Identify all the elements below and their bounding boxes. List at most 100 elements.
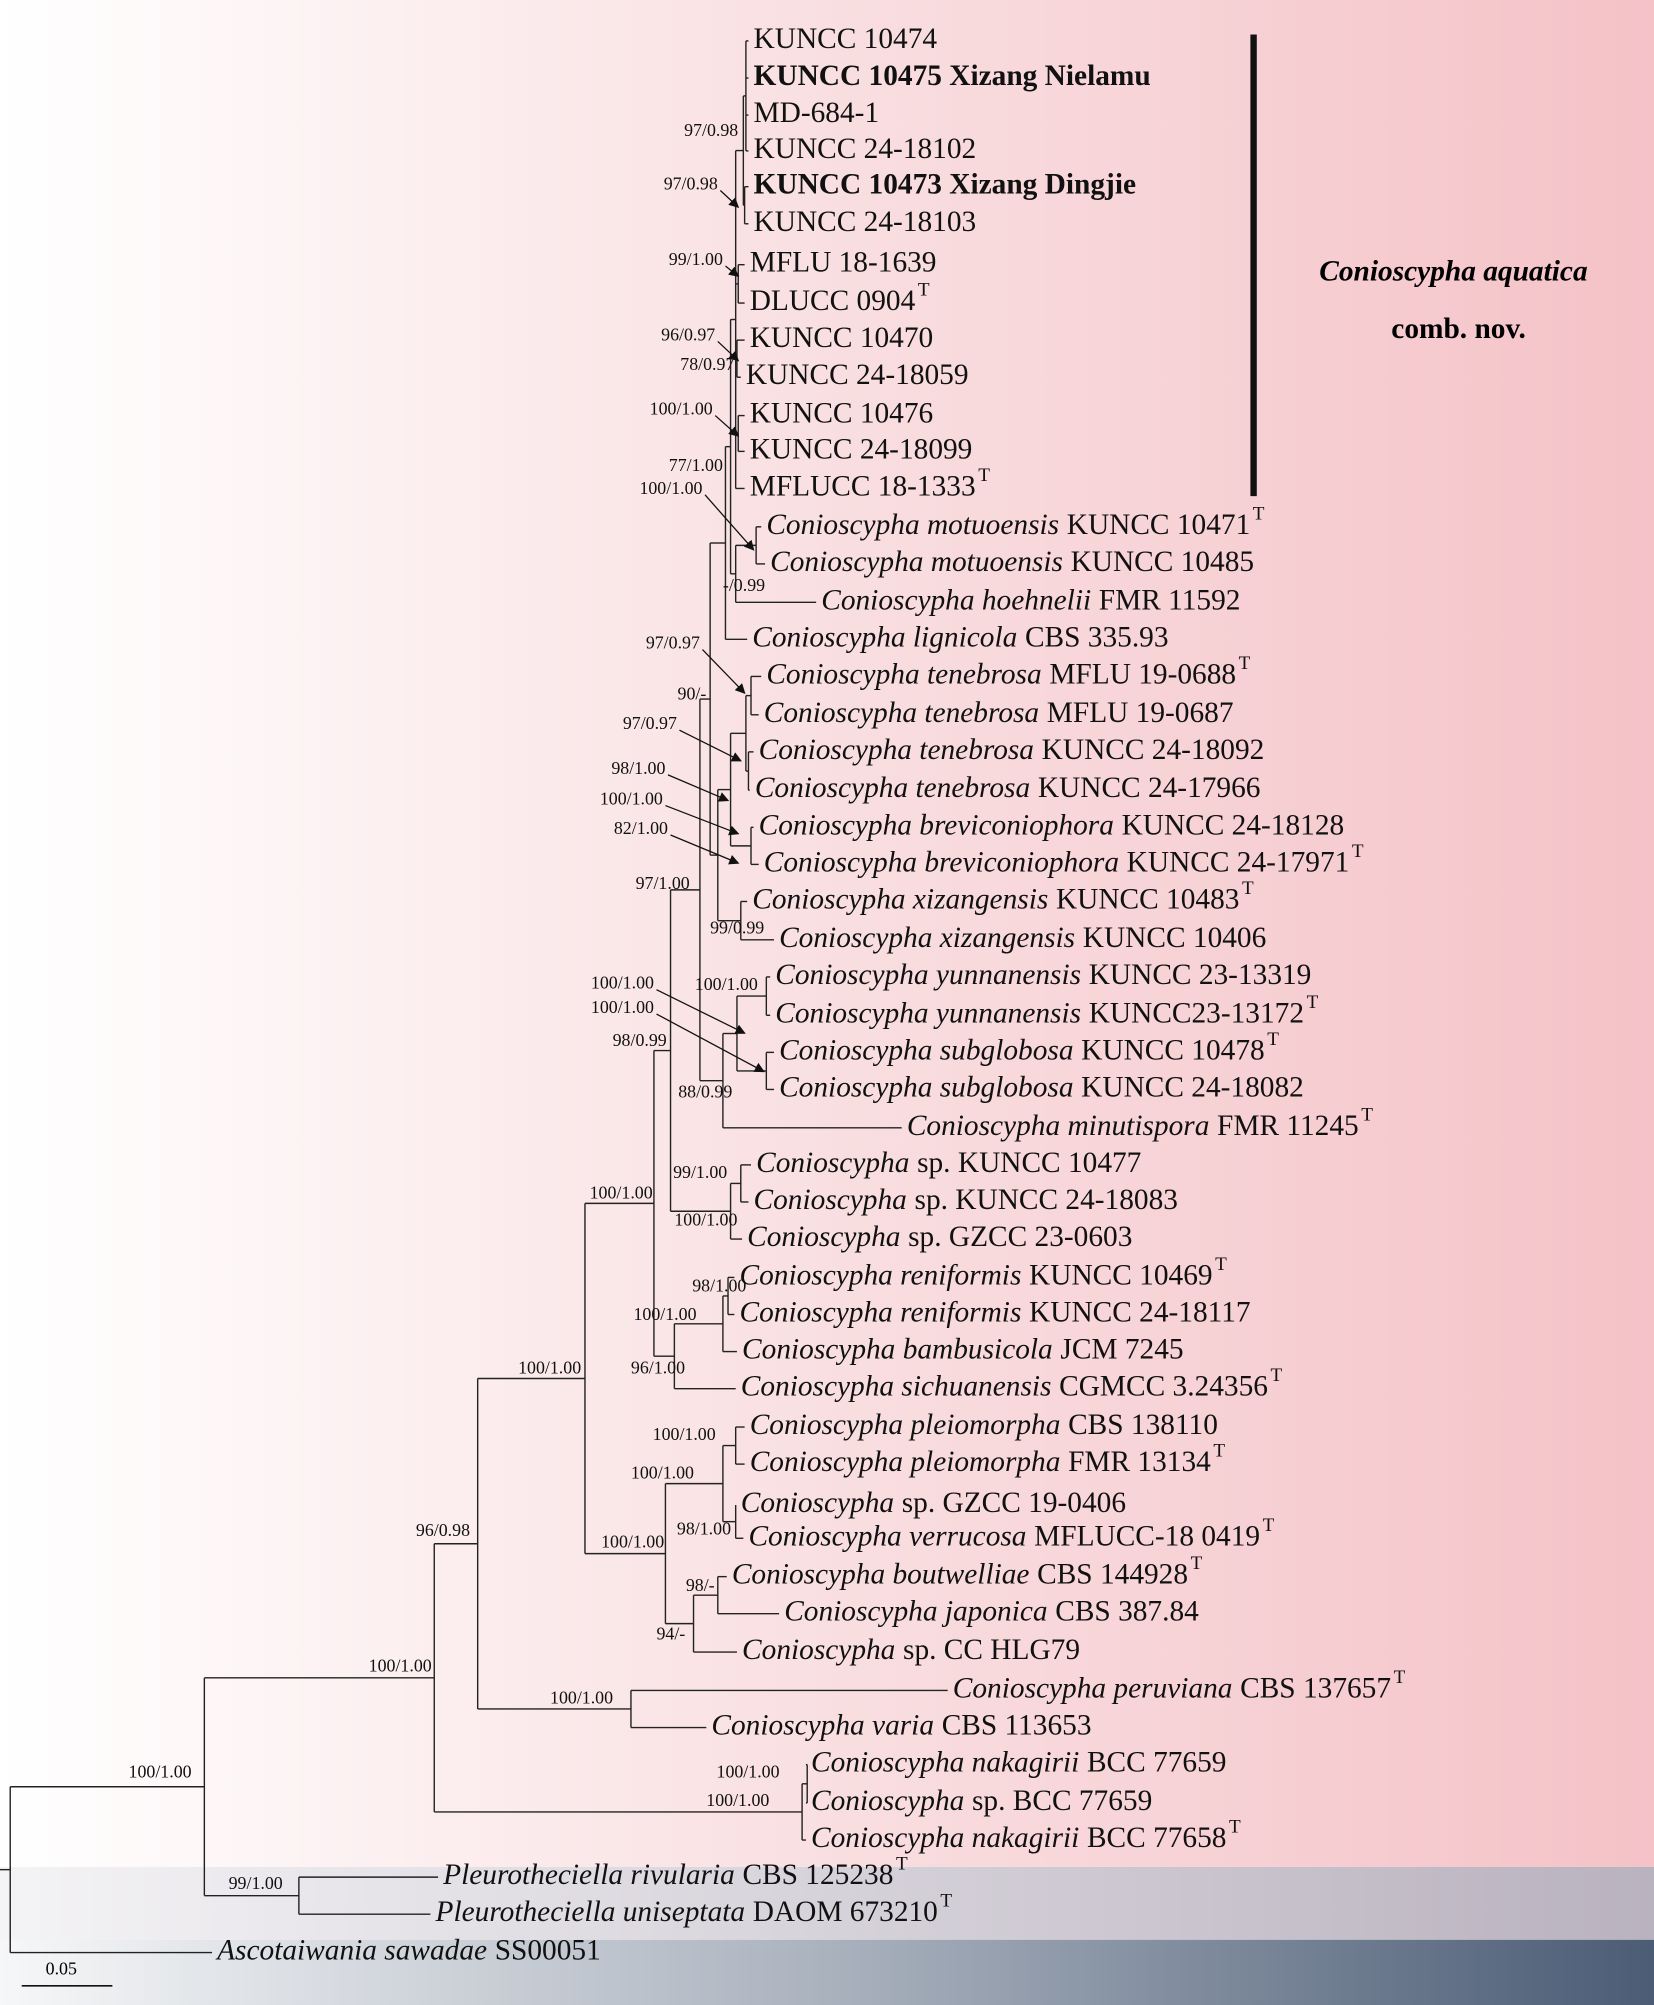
taxon-label: Conioscypha tenebrosa MFLU 19-0688 T [766,653,1250,690]
taxon-name: Conioscypha reniformis [740,1259,1022,1291]
support-value: 98/0.99 [613,1030,667,1050]
support-value: 99/1.00 [673,1162,727,1182]
background-ingroup [0,0,1654,1867]
strain: CBS 113653 [942,1709,1092,1741]
support-value: 96/1.00 [631,1358,685,1378]
taxon-label: Conioscypha japonica CBS 387.84 [784,1595,1199,1627]
taxon-name: Pleurotheciella uniseptata [435,1896,746,1928]
strain: FMR 11592 [1099,584,1241,616]
support-value: 78/0.97 [680,354,734,374]
taxon-name: Conioscypha tenebrosa [759,734,1034,766]
support-value: 100/1.00 [369,1656,432,1676]
strain: KUNCC 10475 Xizang Nielamu [754,60,1151,92]
support-value: 100/1.00 [717,1762,780,1782]
taxon-label: Conioscypha hoehnelii FMR 11592 [821,584,1240,616]
taxon-name: Conioscypha bambusicola [742,1333,1053,1365]
strain: KUNCC 10478 [1081,1034,1265,1066]
support-value: 97/1.00 [636,873,690,893]
strain: sp. KUNCC 24-18083 [915,1184,1178,1216]
taxon-label: Conioscypha varia CBS 113653 [711,1709,1091,1741]
support-pointer [656,989,746,1034]
support-value: 97/0.98 [664,174,718,194]
support-value: 100/1.00 [674,1209,737,1229]
taxon-name: Pleurotheciella rivularia [442,1859,735,1891]
strain: sp. KUNCC 10477 [917,1147,1141,1179]
type-marker: T [1253,504,1265,525]
type-marker: T [1361,1105,1373,1126]
taxon-name: Conioscypha varia [711,1709,934,1741]
clade-bar [1250,34,1257,497]
support-value: 100/1.00 [550,1687,613,1707]
taxon-label: Ascotaiwania sawadae SS00051 [215,1934,601,1966]
strain: FMR 13134 [1068,1446,1211,1478]
strain: KUNCC 24-17971 [1127,846,1350,878]
background-pleurotheciella [0,1866,1654,1940]
support-pointer [656,1013,765,1073]
taxon-name: Ascotaiwania sawadae [215,1934,487,1966]
strain: sp. GZCC 19-0406 [902,1487,1126,1519]
support-pointer [702,649,746,694]
strain: KUNCC 10483 [1056,883,1240,915]
support-value: 100/1.00 [129,1762,192,1782]
taxon-label: Conioscypha minutispora FMR 11245 T [907,1105,1373,1142]
taxon-label: DLUCC 0904 T [750,280,930,317]
strain: DAOM 673210 [753,1896,938,1928]
support-pointer [717,340,740,362]
strain: CBS 125238 [742,1859,893,1891]
clade-name: Conioscypha aquatica [1319,255,1587,287]
support-value: 100/1.00 [600,789,663,809]
strain: sp. CC HLG79 [903,1634,1080,1666]
taxon-label: KUNCC 24-18099 [750,433,973,465]
type-marker: T [918,280,930,301]
strain: CBS 144928 [1037,1558,1188,1590]
support-value: 100/1.00 [591,997,654,1017]
taxon-label: Conioscypha subglobosa KUNCC 10478 T [779,1029,1279,1066]
support-value: 97/0.97 [623,713,677,733]
type-marker: T [1242,878,1254,899]
taxon-label: Conioscypha sichuanensis CGMCC 3.24356 T [741,1366,1283,1403]
taxon-label: Conioscypha peruviana CBS 137657 T [953,1667,1406,1704]
taxon-label: KUNCC 10473 Xizang Dingjie [754,168,1136,200]
taxon-label: Conioscypha pleiomorpha CBS 138110 [750,1409,1218,1441]
taxon-name: Conioscypha minutispora [907,1110,1210,1142]
strain: KUNCC 10406 [1083,922,1267,954]
support-pointer [670,834,740,865]
taxon-name: Conioscypha breviconiophora [764,846,1119,878]
taxon-label: Conioscypha yunnanensis KUNCC 23-13319 [775,959,1311,991]
strain: CBS 137657 [1240,1672,1391,1704]
taxon-label: KUNCC 10470 [750,322,934,354]
strain: KUNCC23-13172 [1089,997,1304,1029]
strain: KUNCC 24-18128 [1122,809,1345,841]
strain: CGMCC 3.24356 [1059,1370,1268,1402]
type-marker: T [1191,1554,1203,1575]
taxon-name: Conioscypha yunnanensis [775,997,1081,1029]
support-value: 98/1.00 [677,1519,731,1539]
type-marker: T [940,1891,952,1912]
strain: CBS 138110 [1068,1409,1218,1441]
taxon-label: Conioscypha nakagirii BCC 77658 T [811,1817,1241,1854]
strain: SS00051 [495,1934,601,1966]
strain: MFLU 18-1639 [750,246,937,278]
support-pointer [679,729,742,762]
strain: MFLUCC-18 0419 [1034,1520,1260,1552]
support-value: 100/1.00 [639,478,702,498]
taxon-name: Conioscypha motuoensis [766,509,1059,541]
taxon-label: Conioscypha xizangensis KUNCC 10406 [779,922,1266,954]
taxon-label: Pleurotheciella uniseptata DAOM 673210 T [435,1891,953,1928]
strain: JCM 7245 [1060,1333,1183,1365]
taxon-label: Conioscypha sp. GZCC 23-0603 [747,1221,1132,1253]
strain: DLUCC 0904 [750,285,916,317]
strain: KUNCC 24-18102 [754,133,977,165]
strain: MFLU 19-0688 [1049,658,1236,690]
support-value: 97/0.98 [684,120,738,140]
taxon-label: Conioscypha yunnanensis KUNCC23-13172 T [775,992,1318,1029]
taxon-name: Conioscypha xizangensis [752,883,1048,915]
strain: KUNCC 10476 [750,397,934,429]
support-value: 77/1.00 [669,455,723,475]
strain: KUNCC 24-18059 [746,359,969,391]
taxon-label: Conioscypha motuoensis KUNCC 10485 [770,546,1254,578]
taxon-name: Conioscypha nakagirii [811,1746,1079,1778]
strain: KUNCC 10474 [754,23,938,55]
taxon-label: KUNCC 24-18059 [746,359,969,391]
taxon-label: Conioscypha sp. BCC 77659 [811,1785,1152,1817]
